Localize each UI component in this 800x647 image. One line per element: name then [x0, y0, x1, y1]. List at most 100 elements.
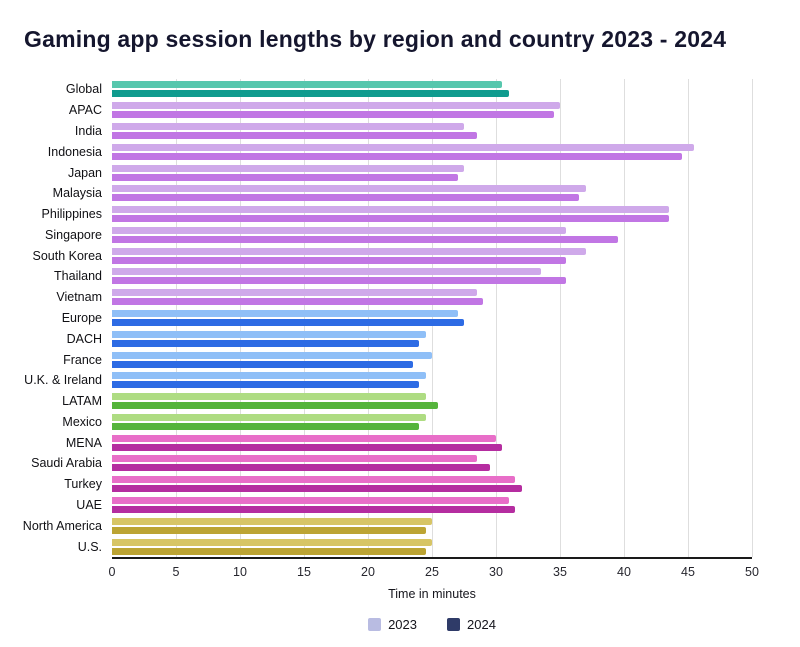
chart-row: LATAM — [62, 391, 752, 412]
chart-row: India — [75, 121, 752, 142]
bar-2024 — [112, 90, 509, 98]
bar-2024 — [112, 318, 464, 326]
chart-row: Philippines — [42, 204, 752, 225]
bar-2024 — [112, 443, 503, 451]
bar-2023 — [112, 206, 669, 214]
gridline — [368, 79, 369, 557]
legend-label: 2023 — [388, 617, 417, 632]
bar-2023 — [112, 122, 464, 130]
chart-row: MENA — [66, 432, 752, 453]
bar-2024 — [112, 464, 490, 472]
bar-2023 — [112, 372, 426, 380]
category-label: APAC — [68, 103, 102, 118]
bar-2024 — [112, 402, 439, 410]
chart-row: Mexico — [62, 412, 752, 433]
legend-label: 2024 — [467, 617, 496, 632]
x-tick-label: 50 — [745, 565, 759, 579]
x-axis-label: Time in minutes — [388, 587, 476, 601]
gridline — [752, 79, 753, 557]
bar-2024 — [112, 506, 516, 514]
bar-2024 — [112, 381, 420, 389]
chart-row: APAC — [69, 100, 752, 121]
category-label: Philippines — [41, 207, 102, 222]
chart-row: U.S. — [78, 536, 752, 557]
bar-2023 — [112, 393, 426, 401]
bar-2023 — [112, 185, 586, 193]
gridline — [496, 79, 497, 557]
bar-2023 — [112, 497, 509, 505]
bar-2023 — [112, 309, 458, 317]
legend-item: 2024 — [447, 617, 496, 632]
category-label: India — [74, 123, 102, 138]
category-label: Global — [65, 82, 102, 97]
category-label: Malaysia — [52, 186, 102, 201]
category-label: LATAM — [62, 394, 102, 409]
category-label: Singapore — [45, 227, 102, 242]
bar-2023 — [112, 330, 426, 338]
bar-2024 — [112, 422, 420, 430]
bar-2024 — [112, 526, 426, 534]
category-label: Indonesia — [47, 144, 102, 159]
category-label: U.S. — [77, 539, 102, 554]
plot-area: Global APAC India Indonesia Japan Malaysia Phi… — [23, 79, 753, 559]
bar-2023 — [112, 247, 586, 255]
chart-row: Malaysia — [53, 183, 752, 204]
chart-row: Japan — [68, 162, 752, 183]
legend-item: 2023 — [368, 617, 417, 632]
gridline — [176, 79, 177, 557]
x-axis: 0 5 10 15 20 25 30 35 40 45 50 — [109, 559, 759, 579]
chart-row: Turkey — [64, 474, 752, 495]
chart-row: Indonesia — [48, 141, 752, 162]
category-label: North America — [22, 518, 102, 533]
category-label: Saudi Arabia — [31, 456, 102, 471]
chart-row: France — [63, 349, 752, 370]
bar-2023 — [112, 143, 695, 151]
bar-2024 — [112, 173, 458, 181]
chart-row: UAE — [76, 495, 752, 516]
x-tick-label: 5 — [172, 565, 180, 579]
category-label: Thailand — [54, 269, 102, 284]
x-tick-label: 35 — [553, 565, 567, 579]
bar-2024 — [112, 339, 420, 347]
gridline — [304, 79, 305, 557]
chart-row: Europe — [62, 308, 752, 329]
bar-2024 — [112, 256, 567, 264]
x-tick-label: 20 — [361, 565, 375, 579]
category-label: Turkey — [64, 477, 102, 492]
legend-swatch — [447, 618, 460, 631]
chart-row: Thailand — [54, 266, 752, 287]
bar-2024 — [112, 277, 567, 285]
chart-row: DACH — [67, 328, 752, 349]
legend-swatch — [368, 618, 382, 631]
chart-row: South Korea — [33, 245, 752, 266]
bar-rows: Global APAC India Indonesia Japan Malaysia Phi… — [23, 79, 752, 557]
bar-2024 — [112, 485, 522, 493]
bar-2023 — [112, 517, 432, 525]
gridline — [432, 79, 433, 557]
bar-2023 — [112, 268, 541, 276]
legend: 2023 2024 — [112, 617, 752, 632]
chart-title: Gaming app session lengths by region and… — [24, 26, 727, 52]
x-tick-label: 30 — [489, 565, 503, 579]
gridline — [560, 79, 561, 557]
bar-2023 — [112, 538, 432, 546]
bar-2023 — [112, 476, 516, 484]
chart-row: North America — [23, 515, 752, 536]
category-label: Japan — [67, 165, 102, 180]
category-label: Vietnam — [56, 290, 102, 305]
bar-2024 — [112, 235, 618, 243]
category-label: DACH — [66, 331, 102, 346]
bar-2024 — [112, 152, 682, 160]
chart-row: Vietnam — [56, 287, 752, 308]
bar-2023 — [112, 226, 567, 234]
chart-row: Singapore — [45, 224, 752, 245]
bar-2024 — [112, 111, 554, 119]
chart-row: Saudi Arabia — [31, 453, 752, 474]
chart-row: Global — [66, 79, 752, 100]
category-label: U.K. & Ireland — [24, 373, 102, 388]
bar-2023 — [112, 164, 464, 172]
x-tick-label: 15 — [297, 565, 311, 579]
bar-2023 — [112, 289, 477, 297]
bar-2024 — [112, 360, 413, 368]
